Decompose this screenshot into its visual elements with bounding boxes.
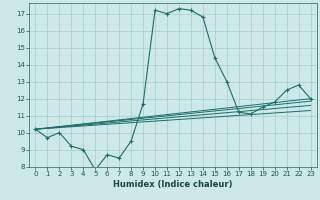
X-axis label: Humidex (Indice chaleur): Humidex (Indice chaleur): [113, 180, 233, 189]
